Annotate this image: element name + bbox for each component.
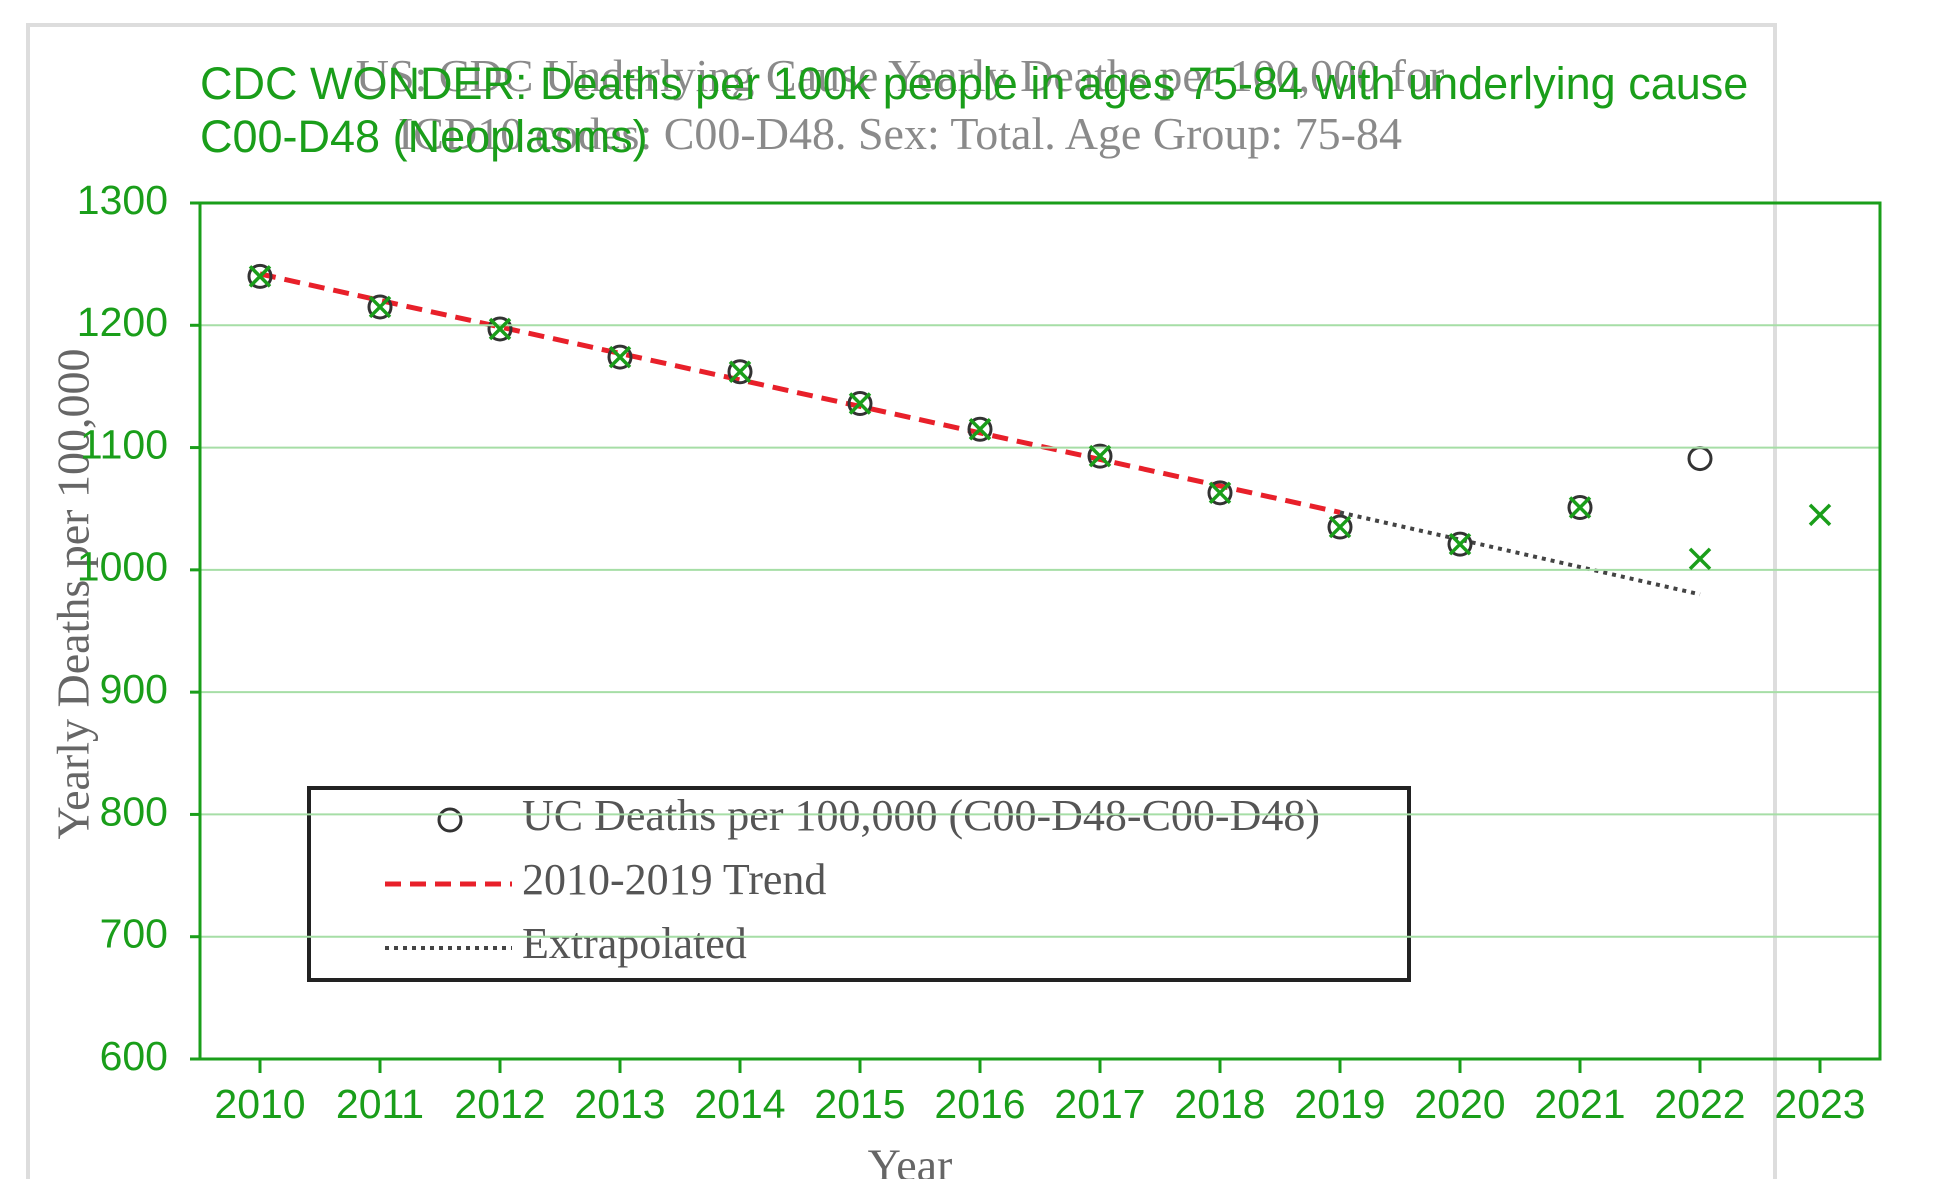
circle-marker [1447, 531, 1473, 557]
circle-marker [487, 316, 513, 342]
x-marker [848, 392, 872, 415]
subtitle: US: CDC Underlying Cause Yearly Deaths p… [356, 50, 1445, 159]
legend-symbol [437, 807, 463, 833]
x-tick-label: 2023 [1774, 1081, 1865, 1127]
chart-title: CDC WONDER: Deaths per 100k people in ag… [200, 58, 1748, 162]
y-tick-label: 1000 [77, 544, 168, 590]
x-marker [488, 317, 512, 341]
y-tick-label: 1300 [77, 177, 168, 223]
x-tick-label: 2017 [1054, 1081, 1145, 1127]
x-marker [1448, 532, 1472, 556]
overlay: 600 700 800 900 1000 1100 1200 1300 2010 2011 2012… [77, 58, 1882, 1127]
x-marker [1088, 444, 1112, 468]
x-tick-label: 2010 [214, 1081, 305, 1127]
x-tick-label: 2011 [336, 1081, 424, 1127]
y-tick-label: 700 [100, 911, 168, 957]
x-marker [728, 360, 752, 383]
background-frame [26, 23, 1777, 1179]
y-tick-label: 600 [100, 1033, 168, 1079]
x-marker [968, 417, 992, 441]
x-tick-label: 2019 [1294, 1081, 1385, 1127]
circle-marker [1327, 514, 1353, 540]
x-tick-label: 2014 [694, 1081, 785, 1127]
x-marker [608, 345, 632, 369]
x-marker [248, 265, 272, 288]
x-tick-label: 2012 [454, 1081, 545, 1127]
x-tick-label: 2020 [1414, 1081, 1505, 1127]
x-tick-label: 2016 [934, 1081, 1025, 1127]
legend-label: Extrapolated [522, 919, 747, 968]
background-chart: US: CDC Underlying Cause Yearly Deaths p… [48, 50, 1713, 1179]
legend-label: UC Deaths per 100,000 (C00-D48-C00-D48) [522, 791, 1320, 840]
x-marker [1568, 496, 1592, 519]
plot-frame [198, 201, 1882, 1061]
y-axis-label: Yearly Deaths per 100,000 [48, 348, 99, 839]
x-tick-label: 2022 [1654, 1081, 1745, 1127]
series-line [1339, 510, 1701, 597]
series-line [259, 271, 1341, 515]
x-tick-label: 2013 [574, 1081, 665, 1127]
y-tick-label: 900 [100, 666, 168, 712]
circle-marker [367, 294, 393, 320]
circle-marker [847, 391, 873, 417]
y-tick-label: 800 [100, 788, 168, 834]
x-marker [1808, 503, 1832, 527]
y-tick-label: 1100 [80, 421, 168, 467]
x-tick-label: 2018 [1174, 1081, 1265, 1127]
x-marker [1688, 547, 1712, 571]
x-tick-label: 2015 [814, 1081, 905, 1127]
x-marker [368, 295, 392, 319]
legend-label: 2010-2019 Trend [522, 855, 826, 904]
circle-marker [1207, 480, 1233, 506]
circle-marker [607, 344, 633, 370]
x-axis-label: Year [868, 1140, 953, 1179]
x-tick-label: 2021 [1534, 1081, 1625, 1127]
y-tick-label: 1200 [77, 299, 168, 345]
circle-marker [967, 416, 993, 442]
x-marker [1208, 481, 1232, 505]
circle-marker [1567, 494, 1593, 520]
x-marker [1328, 515, 1352, 539]
circle-marker [1087, 443, 1113, 469]
circle-marker [247, 263, 273, 289]
circle-marker [727, 359, 753, 385]
